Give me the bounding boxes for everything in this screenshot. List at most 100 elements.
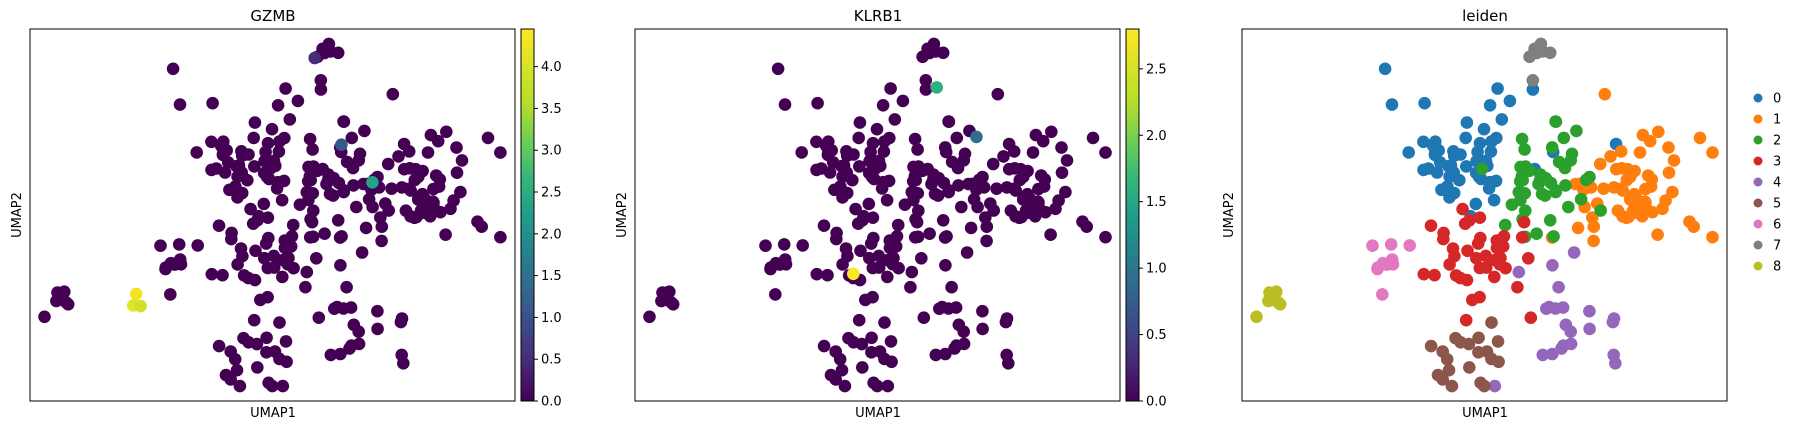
cluster-point	[1250, 310, 1263, 324]
data-point	[987, 204, 1000, 217]
cluster-point	[1533, 174, 1547, 187]
data-point	[261, 261, 275, 275]
cluster-point	[1441, 180, 1454, 193]
data-point	[1055, 166, 1069, 179]
data-point	[777, 238, 791, 251]
data-point	[1013, 173, 1027, 187]
data-point	[191, 239, 204, 252]
cluster-point	[1583, 304, 1596, 318]
cluster-point	[1490, 234, 1504, 247]
data-point	[234, 242, 248, 255]
data-point	[335, 230, 348, 243]
data-point	[1045, 125, 1058, 139]
data-point	[896, 94, 910, 108]
data-point	[205, 135, 218, 149]
data-point	[174, 258, 188, 271]
data-point	[306, 143, 319, 156]
data-point	[212, 339, 226, 353]
cluster-point	[1609, 357, 1622, 370]
data-point	[866, 211, 880, 224]
data-point	[481, 131, 495, 145]
cluster-point	[1437, 226, 1450, 240]
cluster-point	[1594, 204, 1607, 217]
data-point	[424, 128, 438, 142]
cluster-point	[1483, 175, 1497, 189]
data-point	[1013, 211, 1026, 225]
cluster-point	[1543, 46, 1557, 60]
cluster-point	[1597, 182, 1610, 195]
cluster-point	[1598, 87, 1612, 101]
data-point	[291, 94, 305, 108]
data-point	[796, 239, 809, 252]
cluster-point	[1485, 135, 1498, 148]
data-point	[265, 122, 279, 136]
highlighted-point	[366, 176, 379, 189]
cluster-point	[1459, 131, 1472, 145]
cluster-point	[1524, 311, 1538, 325]
data-point	[257, 197, 271, 211]
data-point	[957, 337, 971, 351]
data-point	[271, 175, 285, 189]
data-point	[881, 253, 895, 267]
cluster-point	[1385, 98, 1399, 111]
cluster-point	[1526, 74, 1540, 87]
cluster-point	[1469, 197, 1483, 211]
colorbar-tick-label: 3.5	[541, 102, 562, 117]
data-point	[1000, 181, 1014, 194]
cluster-point	[1483, 99, 1497, 112]
data-point	[259, 145, 272, 159]
data-point	[1021, 164, 1034, 178]
data-point	[866, 261, 880, 275]
cluster-point	[1652, 125, 1665, 139]
data-point	[305, 215, 319, 229]
data-point	[888, 113, 902, 126]
data-point	[878, 316, 891, 329]
data-point	[1044, 228, 1057, 241]
cluster-point	[1636, 128, 1650, 142]
data-point	[51, 286, 64, 299]
data-point	[397, 357, 410, 370]
data-point	[439, 228, 452, 241]
data-point	[272, 145, 286, 158]
data-point	[228, 353, 242, 366]
cluster-point	[1366, 239, 1379, 252]
cluster-point	[1491, 335, 1505, 348]
cluster-point	[1498, 218, 1512, 232]
cluster-point	[1556, 301, 1570, 314]
cluster-point	[1442, 363, 1456, 377]
cluster-point	[1512, 265, 1526, 279]
legend-label: 2	[1773, 134, 1781, 149]
cluster-point	[1499, 261, 1512, 275]
data-point	[287, 261, 300, 275]
cluster-point	[1546, 259, 1559, 272]
data-point	[907, 193, 920, 207]
cluster-point	[1491, 82, 1504, 95]
colorbar-tick-label: 0.5	[541, 353, 562, 368]
highlighted-point	[930, 81, 943, 94]
cluster-point	[1472, 331, 1485, 345]
panel-title: GZMB	[250, 7, 295, 25]
data-point	[235, 145, 248, 158]
data-point	[166, 62, 180, 76]
cluster-point	[1471, 237, 1485, 250]
data-point	[408, 211, 421, 225]
data-point	[811, 96, 824, 110]
data-point	[853, 160, 866, 173]
cluster-point	[1666, 185, 1679, 199]
data-point	[302, 193, 315, 207]
data-point	[258, 251, 271, 265]
data-point	[233, 379, 247, 393]
data-point	[964, 221, 978, 235]
cluster-point	[1424, 339, 1438, 353]
data-point	[935, 300, 949, 314]
data-point	[300, 265, 314, 279]
panel-leiden: leiden UMAP1 UMAP2 0 1 2 3 4 5 6 7 8	[1222, 7, 1781, 421]
data-point	[840, 145, 853, 158]
cluster-point	[1579, 173, 1593, 187]
cluster-point	[1470, 251, 1483, 265]
data-point	[231, 191, 244, 204]
data-point	[273, 316, 286, 329]
data-point	[426, 195, 440, 208]
data-point	[343, 342, 356, 355]
cluster-point	[1571, 221, 1585, 235]
